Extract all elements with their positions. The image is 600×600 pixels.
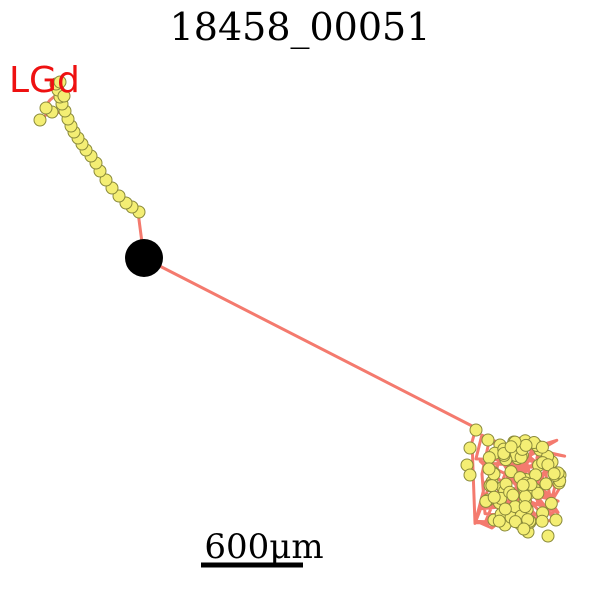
bouton [492,514,506,528]
bouton [481,433,495,447]
bouton [504,465,518,479]
bouton [39,101,53,115]
bouton [498,502,512,516]
bouton [463,441,477,455]
region-label-lgd: LGd [9,60,80,101]
bouton [541,458,555,472]
bouton [539,477,553,491]
figure-title: 18458_00051 [170,5,431,50]
bouton [469,423,483,437]
bouton [506,488,520,502]
bouton [535,514,549,528]
bouton [463,468,477,482]
bouton [487,490,501,504]
bouton [517,522,531,536]
bouton [508,515,522,529]
scale-bar-label: 600μm [204,527,323,567]
bouton [518,500,532,514]
bouton [504,440,518,454]
bouton [549,513,563,527]
bouton-markers [33,75,567,543]
bouton [57,89,71,103]
bouton [541,529,555,543]
neuron-morphology [33,75,567,543]
bouton [53,75,67,89]
scale-bar: 600μm [201,527,324,568]
bouton [535,440,549,454]
bouton [519,438,533,452]
bouton [485,479,499,493]
bouton [482,451,496,465]
bouton [516,478,530,492]
axon-long-projection [142,256,478,430]
bouton [99,173,113,187]
bouton [531,486,545,500]
bouton [33,113,47,127]
bouton [544,496,558,510]
soma [125,239,163,277]
bouton [482,462,496,476]
bouton [547,467,561,481]
